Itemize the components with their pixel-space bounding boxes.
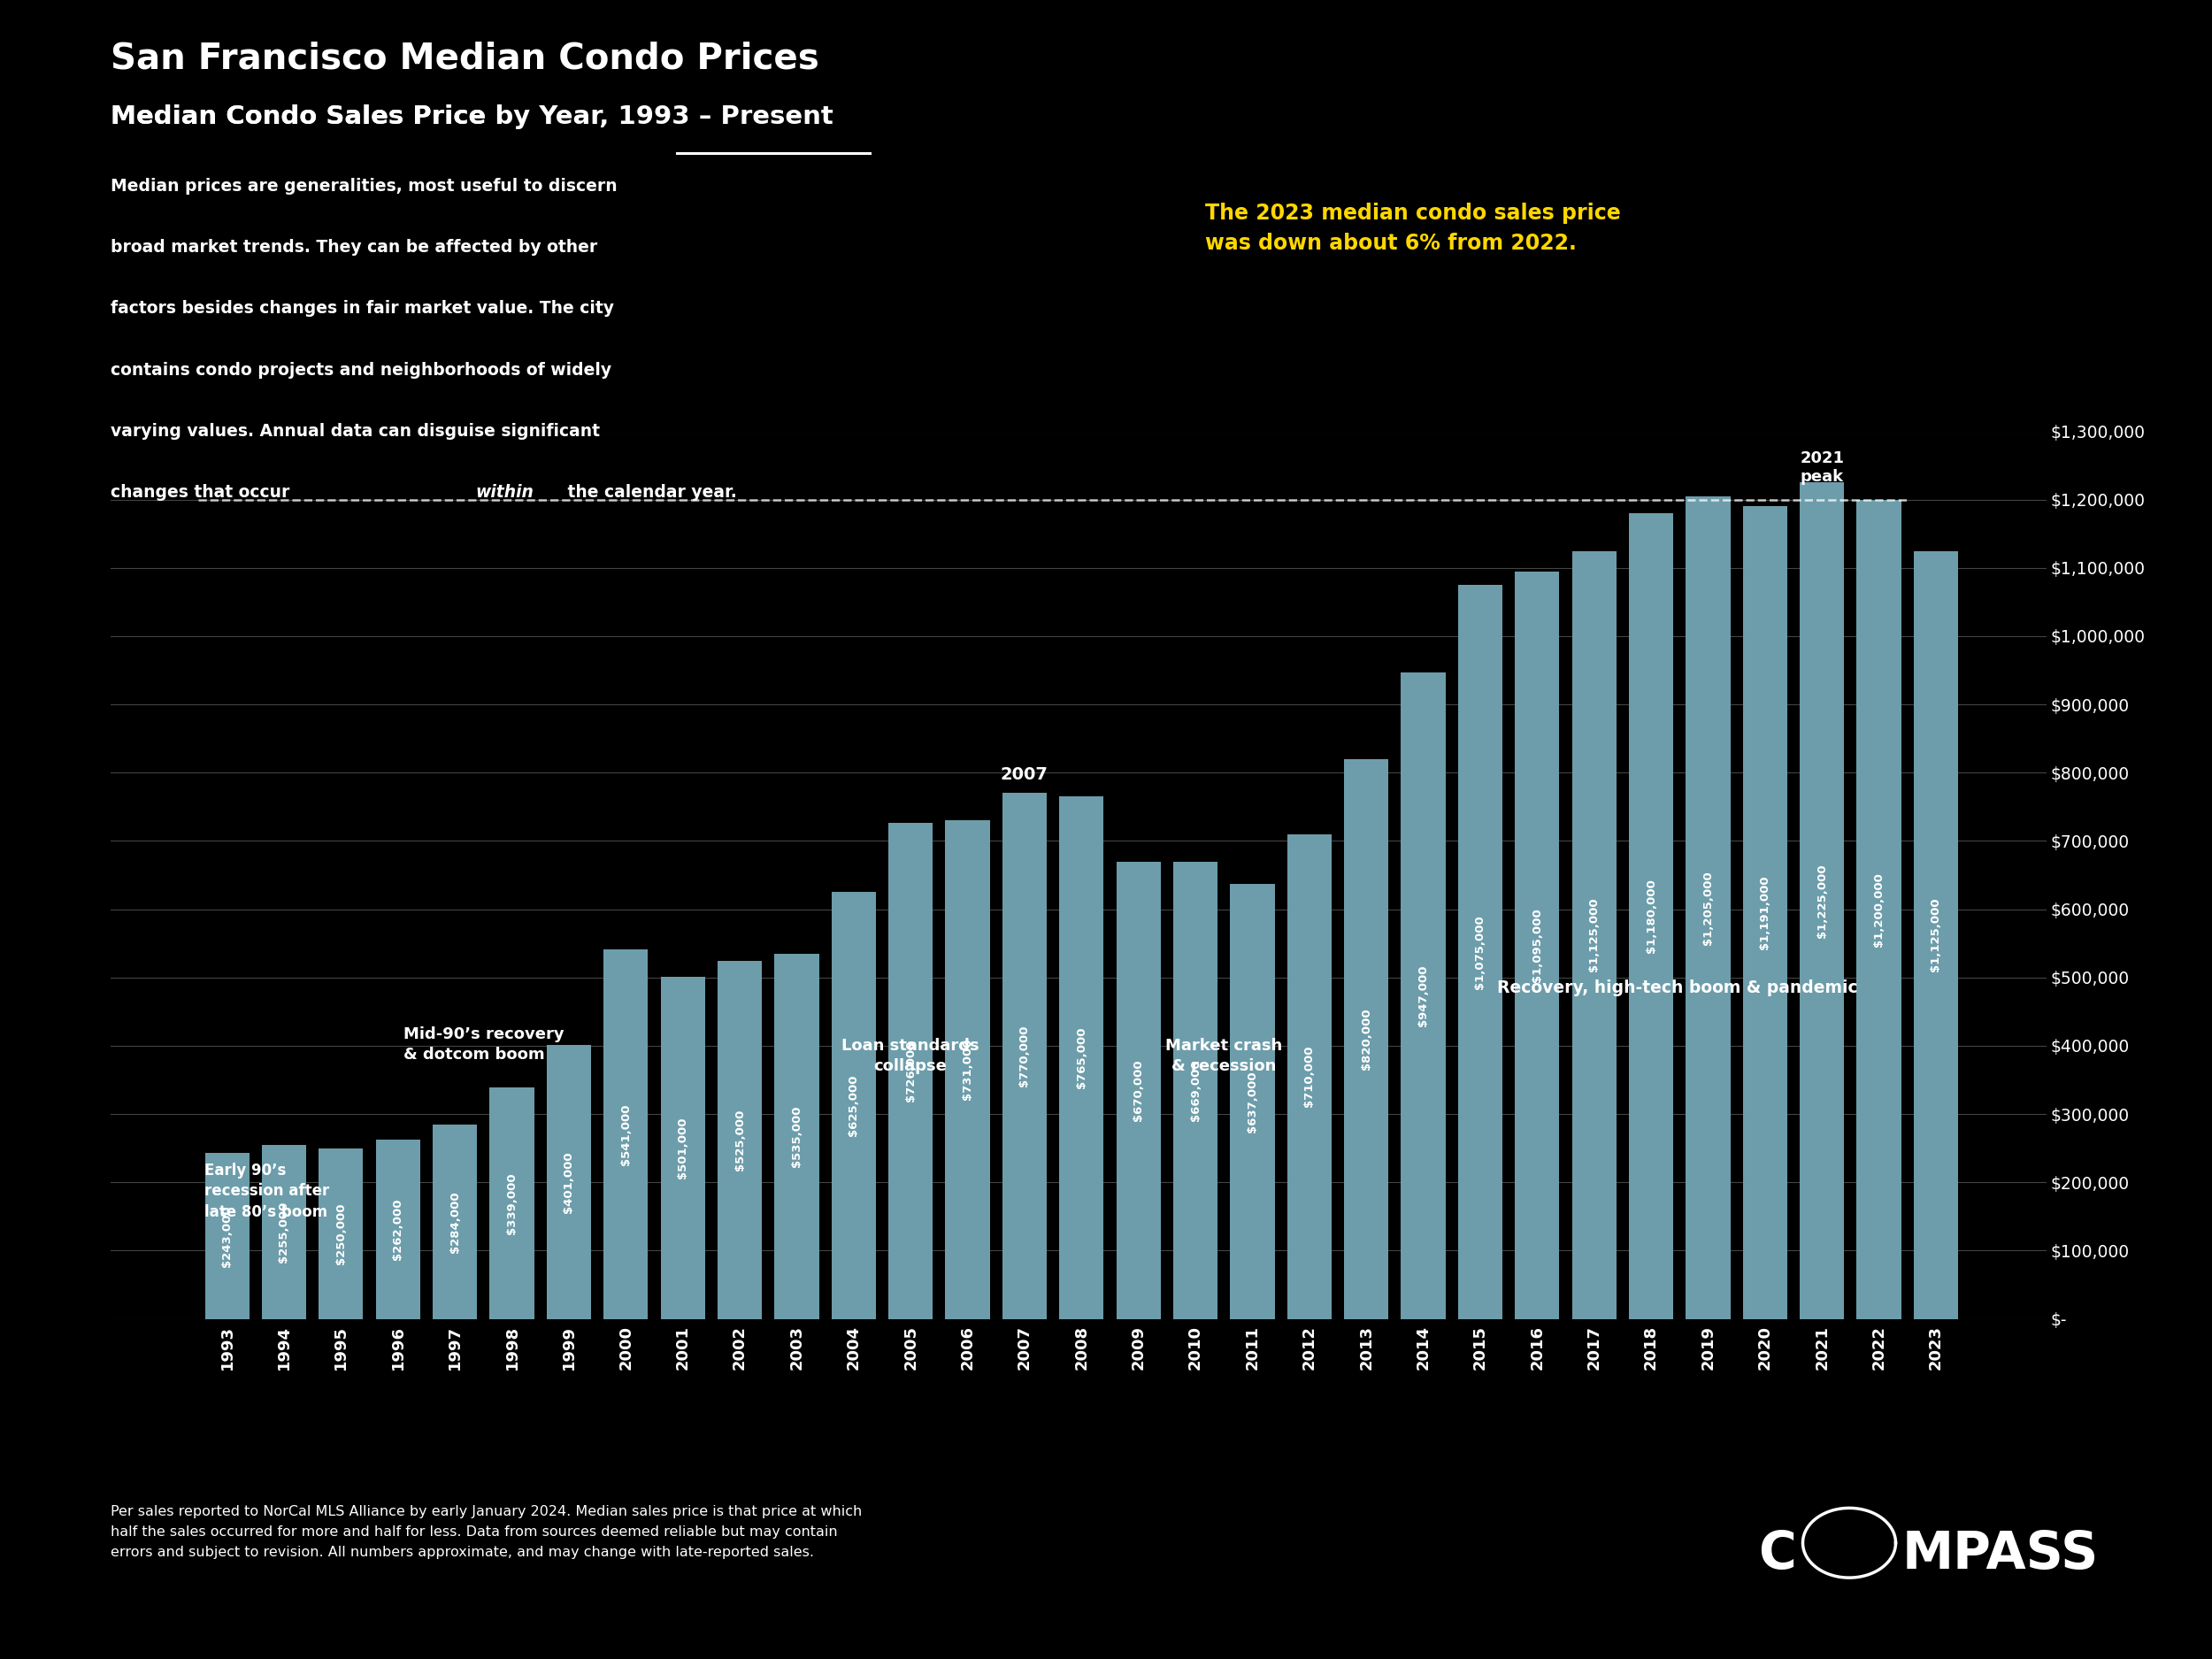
Bar xyxy=(1856,499,1900,1319)
Bar xyxy=(206,1153,250,1319)
Bar xyxy=(1172,863,1217,1319)
Text: $535,000: $535,000 xyxy=(792,1105,803,1166)
Text: $726,000: $726,000 xyxy=(905,1040,916,1102)
Bar xyxy=(1002,793,1046,1319)
Bar xyxy=(1287,834,1332,1319)
Text: the calendar year.: the calendar year. xyxy=(562,484,737,501)
Text: $1,095,000: $1,095,000 xyxy=(1531,907,1544,982)
Text: $401,000: $401,000 xyxy=(564,1151,575,1213)
Text: $1,200,000: $1,200,000 xyxy=(1874,873,1885,946)
Text: $250,000: $250,000 xyxy=(336,1203,347,1264)
Bar xyxy=(1628,513,1672,1319)
Text: $637,000: $637,000 xyxy=(1248,1070,1259,1131)
Text: Loan standards
collapse: Loan standards collapse xyxy=(843,1037,980,1075)
Text: Median Condo Sales Price: Median Condo Sales Price xyxy=(111,105,495,129)
Text: The 2023 median condo sales price
was down about 6% from 2022.: The 2023 median condo sales price was do… xyxy=(1206,202,1621,254)
Text: changes that occur: changes that occur xyxy=(111,484,296,501)
Bar xyxy=(1230,884,1274,1319)
Bar xyxy=(546,1045,591,1319)
Bar xyxy=(1573,551,1617,1319)
Bar xyxy=(661,977,706,1319)
Text: within: within xyxy=(476,484,533,501)
Bar xyxy=(1458,586,1502,1319)
Bar xyxy=(1345,760,1389,1319)
Bar xyxy=(889,823,933,1319)
Text: $1,225,000: $1,225,000 xyxy=(1816,864,1827,937)
Bar xyxy=(261,1145,305,1319)
Text: Median prices are generalities, most useful to discern: Median prices are generalities, most use… xyxy=(111,178,617,194)
Text: 2007: 2007 xyxy=(1000,766,1048,783)
Text: $770,000: $770,000 xyxy=(1020,1025,1031,1087)
Text: $1,180,000: $1,180,000 xyxy=(1646,879,1657,954)
Text: factors besides changes in fair market value. The city: factors besides changes in fair market v… xyxy=(111,300,615,317)
Text: $501,000: $501,000 xyxy=(677,1117,688,1178)
Bar xyxy=(319,1148,363,1319)
Text: $1,075,000: $1,075,000 xyxy=(1475,914,1486,989)
Text: $670,000: $670,000 xyxy=(1133,1060,1144,1121)
Text: $262,000: $262,000 xyxy=(392,1199,405,1261)
Text: $1,205,000: $1,205,000 xyxy=(1703,871,1714,944)
Text: Median Condo Sales Price by Year, 1993 – Present: Median Condo Sales Price by Year, 1993 –… xyxy=(111,105,834,129)
Bar xyxy=(832,893,876,1319)
Bar xyxy=(945,820,989,1319)
Text: varying values. Annual data can disguise significant: varying values. Annual data can disguise… xyxy=(111,423,599,440)
Text: C: C xyxy=(1759,1530,1796,1579)
Text: $525,000: $525,000 xyxy=(734,1108,745,1170)
Bar xyxy=(376,1140,420,1319)
Text: $284,000: $284,000 xyxy=(449,1191,460,1253)
Text: Market crash
& recession: Market crash & recession xyxy=(1166,1037,1283,1075)
Text: contains condo projects and neighborhoods of widely: contains condo projects and neighborhood… xyxy=(111,362,611,378)
Text: $947,000: $947,000 xyxy=(1418,966,1429,1027)
Text: $765,000: $765,000 xyxy=(1075,1027,1088,1088)
Text: Early 90’s
recession after
late 80’s boom: Early 90’s recession after late 80’s boo… xyxy=(204,1163,330,1219)
Text: $541,000: $541,000 xyxy=(619,1103,633,1165)
Text: $339,000: $339,000 xyxy=(507,1173,518,1234)
Bar xyxy=(1913,551,1958,1319)
Bar xyxy=(774,954,818,1319)
Bar xyxy=(1743,506,1787,1319)
Text: $255,000: $255,000 xyxy=(279,1201,290,1262)
Bar xyxy=(1117,861,1161,1319)
Bar xyxy=(489,1087,533,1319)
Bar xyxy=(604,949,648,1319)
Text: 2021
peak: 2021 peak xyxy=(1801,450,1845,484)
Text: $1,191,000: $1,191,000 xyxy=(1759,876,1772,949)
Text: $731,000: $731,000 xyxy=(962,1039,973,1100)
Text: Recovery, high-tech boom & pandemic: Recovery, high-tech boom & pandemic xyxy=(1498,979,1858,995)
Text: San Francisco Median Condo Prices: San Francisco Median Condo Prices xyxy=(111,41,818,76)
Text: broad market trends. They can be affected by other: broad market trends. They can be affecte… xyxy=(111,239,597,255)
Text: $1,125,000: $1,125,000 xyxy=(1588,898,1599,972)
Text: Per sales reported to NorCal MLS Alliance by early January 2024. Median sales pr: Per sales reported to NorCal MLS Allianc… xyxy=(111,1505,863,1559)
Text: $820,000: $820,000 xyxy=(1360,1009,1371,1070)
Text: MPASS: MPASS xyxy=(1902,1530,2099,1579)
Bar xyxy=(434,1125,478,1319)
Text: $1,125,000: $1,125,000 xyxy=(1931,898,1942,972)
Text: Median Condo Sales Price by Year: Median Condo Sales Price by Year xyxy=(111,105,604,129)
Bar xyxy=(1515,571,1559,1319)
Text: $710,000: $710,000 xyxy=(1303,1045,1316,1107)
Text: $625,000: $625,000 xyxy=(847,1075,860,1136)
Text: $243,000: $243,000 xyxy=(221,1204,232,1267)
Bar xyxy=(1400,672,1444,1319)
Bar xyxy=(1686,496,1730,1319)
Bar xyxy=(1060,796,1104,1319)
Bar xyxy=(717,961,761,1319)
Text: Mid-90’s recovery
& dotcom boom: Mid-90’s recovery & dotcom boom xyxy=(403,1025,564,1063)
Text: $669,000: $669,000 xyxy=(1190,1060,1201,1121)
Bar xyxy=(1801,483,1845,1319)
